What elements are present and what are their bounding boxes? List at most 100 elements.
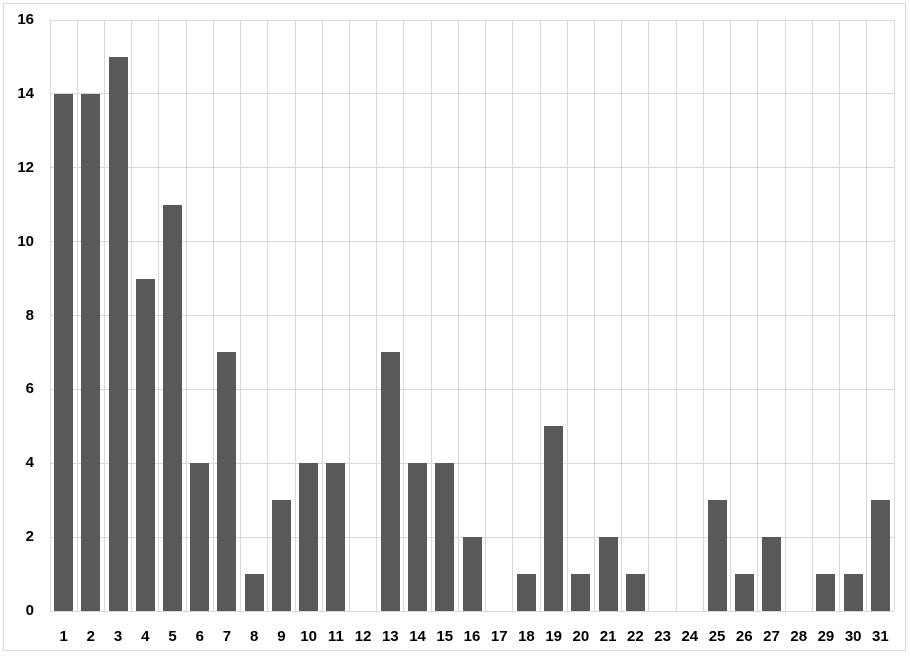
v-gridline-10 [321, 20, 323, 611]
v-gridline-19 [566, 20, 568, 611]
v-gridline-22 [648, 20, 650, 611]
x-tick-label-6: 6 [195, 628, 204, 645]
v-gridline-6 [212, 20, 214, 611]
x-tick-label-14: 14 [409, 628, 426, 645]
bar-29 [816, 574, 836, 611]
x-tick-label-29: 29 [817, 628, 835, 645]
x-tick-label-4: 4 [141, 628, 150, 645]
v-gridline-8 [267, 20, 269, 611]
y-tick-label-8: 8 [25, 306, 34, 324]
v-gridline-29 [839, 20, 841, 611]
bar-13 [380, 352, 400, 611]
v-gridline-27 [784, 20, 786, 611]
v-gridline-13 [403, 20, 405, 611]
y-tick-label-6: 6 [25, 380, 34, 398]
x-tick-label-10: 10 [300, 628, 317, 645]
x-tick-label-3: 3 [113, 628, 123, 645]
h-gridline-8 [50, 315, 894, 316]
bar-14 [408, 463, 428, 611]
bar-5 [163, 204, 183, 611]
x-tick-label-8: 8 [250, 628, 259, 645]
y-tick-label-0: 0 [25, 602, 34, 619]
x-tick-label-18: 18 [518, 628, 535, 645]
bar-9 [271, 500, 291, 611]
v-gridline-5 [185, 20, 187, 611]
y-tick-label-10: 10 [17, 232, 34, 250]
v-gridline-25 [730, 20, 732, 611]
x-tick-label-25: 25 [708, 628, 726, 645]
v-gridline-23 [675, 20, 677, 611]
x-tick-label-9: 9 [277, 628, 286, 645]
h-gridline-16 [50, 19, 894, 21]
x-tick-label-1: 1 [59, 628, 68, 645]
bar-18 [516, 574, 536, 611]
y-tick-label-16: 16 [17, 11, 34, 28]
v-gridline-4 [158, 20, 160, 611]
h-gridline-6 [50, 388, 894, 390]
v-gridline-12 [376, 20, 378, 611]
bar-26 [734, 574, 754, 611]
bar-30 [843, 574, 863, 611]
bar-3 [108, 56, 128, 611]
x-tick-label-17: 17 [490, 628, 508, 645]
y-tick-label-2: 2 [25, 528, 34, 546]
x-tick-label-20: 20 [572, 628, 590, 645]
x-tick-label-31: 31 [872, 628, 889, 645]
x-tick-label-21: 21 [599, 628, 617, 645]
v-gridline-14 [430, 20, 432, 611]
v-gridline-3 [131, 20, 133, 611]
v-gridline-28 [811, 20, 813, 611]
bar-6 [190, 463, 210, 611]
bar-2 [81, 93, 101, 611]
bar-21 [598, 537, 618, 611]
x-tick-label-7: 7 [222, 628, 232, 645]
v-gridline-2 [103, 20, 105, 611]
x-tick-label-19: 19 [545, 628, 563, 645]
v-gridline-18 [539, 20, 541, 611]
x-tick-label-30: 30 [844, 628, 862, 645]
h-gridline-12 [50, 167, 894, 169]
x-tick-label-26: 26 [735, 628, 753, 645]
x-tick-label-24: 24 [681, 628, 699, 645]
bar-27 [761, 537, 781, 611]
v-gridline-26 [757, 20, 759, 611]
v-gridline-17 [512, 20, 514, 611]
bar-7 [217, 352, 237, 611]
x-tick-label-11: 11 [327, 628, 344, 645]
x-tick-label-15: 15 [436, 628, 454, 645]
bar-15 [435, 463, 455, 611]
x-tick-label-27: 27 [763, 628, 780, 645]
v-gridline-11 [348, 20, 350, 611]
x-tick-label-5: 5 [168, 628, 177, 645]
bar-1 [54, 93, 74, 611]
plot-area [49, 19, 895, 612]
h-gridline-4 [50, 462, 894, 464]
x-tick-label-2: 2 [86, 628, 95, 645]
h-gridline-14 [50, 93, 894, 95]
y-tick-label-14: 14 [17, 84, 34, 102]
bar-19 [544, 426, 564, 611]
v-gridline-24 [702, 20, 704, 611]
bar-8 [244, 574, 264, 611]
v-gridline-30 [866, 20, 868, 611]
v-gridline-9 [294, 20, 296, 611]
bar-11 [326, 463, 346, 611]
bar-4 [135, 278, 155, 611]
bar-16 [462, 537, 482, 611]
x-tick-label-16: 16 [463, 628, 481, 645]
v-gridline-21 [621, 20, 623, 611]
bar-22 [625, 574, 645, 611]
bar-31 [870, 500, 890, 611]
v-gridline-1 [76, 20, 78, 611]
v-gridline-20 [594, 20, 596, 611]
x-tick-label-13: 13 [381, 628, 399, 645]
v-gridline-7 [240, 20, 242, 611]
bar-25 [707, 500, 727, 611]
bar-20 [571, 574, 591, 611]
h-gridline-0 [50, 610, 894, 612]
x-tick-label-23: 23 [654, 628, 671, 645]
y-tick-label-12: 12 [17, 158, 34, 176]
x-tick-label-12: 12 [354, 628, 372, 645]
h-gridline-10 [50, 241, 894, 243]
